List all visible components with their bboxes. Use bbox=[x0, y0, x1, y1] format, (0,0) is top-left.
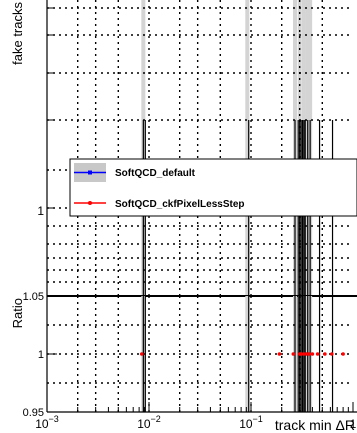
top-panel: fake tracks 1 SoftQCD_default SoftQCD_ck… bbox=[10, 0, 357, 297]
ratio-data-point bbox=[299, 352, 303, 356]
top-y-axis-label: fake tracks bbox=[10, 2, 25, 65]
ratio-y-tick-labels: 1.05 1 0.95 bbox=[23, 291, 44, 419]
tick-exponent: −3 bbox=[49, 414, 59, 424]
top-error-band bbox=[245, 0, 250, 296]
ratio-y-ticks bbox=[47, 295, 57, 413]
ratio-data-point bbox=[291, 352, 296, 356]
legend-marker-ckf bbox=[88, 201, 92, 205]
ratio-data-point bbox=[341, 352, 345, 356]
tick-base: 10 bbox=[239, 417, 253, 431]
legend-marker-default bbox=[88, 170, 92, 175]
ratio-data-point bbox=[302, 352, 306, 356]
x-axis-label: track min ΔR bbox=[275, 417, 355, 433]
ratio-y-tick-label: 0.95 bbox=[23, 407, 44, 419]
legend-label-default: SoftQCD_default bbox=[115, 168, 196, 179]
legend-box bbox=[69, 158, 357, 217]
ratio-data-point bbox=[277, 352, 282, 356]
top-y-ticks bbox=[47, 7, 55, 209]
ratio-data-point bbox=[307, 352, 311, 356]
tick-exponent: −1 bbox=[253, 414, 263, 424]
ratio-data-point bbox=[304, 352, 309, 356]
tick-base: 1 bbox=[350, 417, 357, 431]
ratio-error-band bbox=[245, 296, 250, 412]
ratio-data-point bbox=[323, 352, 327, 356]
ratio-data-points bbox=[140, 352, 345, 356]
legend: SoftQCD_default SoftQCD_ckfPixelLessStep bbox=[69, 158, 357, 217]
legend-label-ckf: SoftQCD_ckfPixelLessStep bbox=[115, 199, 245, 210]
ratio-y-axis-label: Ratio bbox=[10, 298, 25, 328]
ratio-data-point bbox=[330, 352, 334, 356]
ratio-data-point bbox=[310, 352, 315, 356]
ratio-data-point bbox=[315, 352, 320, 356]
tick-exponent: −2 bbox=[151, 414, 161, 424]
legend-entry-ckf: SoftQCD_ckfPixelLessStep bbox=[74, 199, 245, 210]
top-y-tick-label: 1 bbox=[37, 204, 44, 218]
tick-base: 10 bbox=[137, 417, 151, 431]
ratio-x-ticks bbox=[46, 402, 354, 412]
ratio-y-tick-label: 1 bbox=[38, 349, 44, 361]
ratio-x-tick-label: 10−1 bbox=[239, 414, 263, 431]
ratio-y-tick-label: 1.05 bbox=[23, 291, 44, 303]
ratio-x-tick-label: 1 bbox=[350, 417, 357, 431]
ratio-x-tick-labels: 10−3 10−2 10−1 1 bbox=[35, 414, 356, 431]
legend-entry-default: SoftQCD_default bbox=[74, 163, 196, 182]
tick-base: 10 bbox=[35, 417, 49, 431]
ratio-x-tick-label: 10−2 bbox=[137, 414, 161, 431]
ratio-x-tick-label: 10−3 bbox=[35, 414, 59, 431]
ratio-data-point bbox=[140, 352, 144, 356]
